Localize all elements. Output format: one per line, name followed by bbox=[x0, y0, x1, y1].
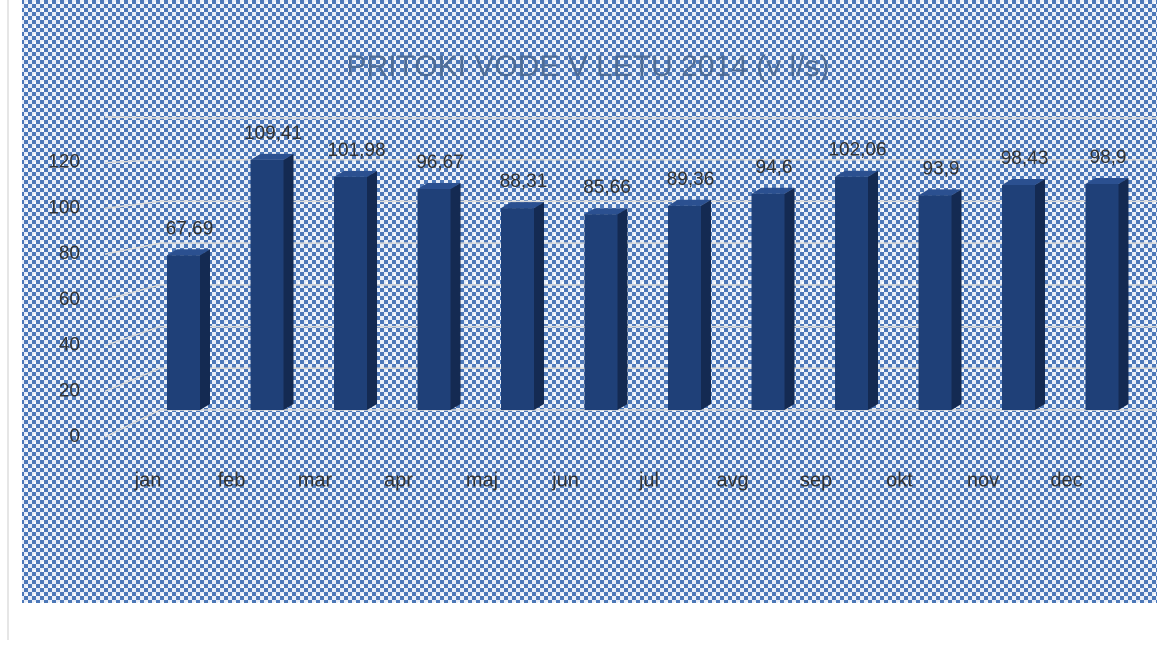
x-tick-label: nov bbox=[967, 469, 999, 491]
value-label: 94,6 bbox=[756, 157, 793, 178]
y-tick-label: 60 bbox=[59, 289, 80, 310]
x-tick-label: jan bbox=[134, 469, 162, 491]
x-tick-label: dec bbox=[1050, 469, 1082, 491]
bar bbox=[334, 170, 377, 410]
bar bbox=[835, 170, 878, 410]
value-label: 98,43 bbox=[1001, 148, 1049, 169]
grid-line bbox=[104, 242, 1157, 255]
grid-line bbox=[104, 325, 1157, 347]
x-tick-label: apr bbox=[384, 469, 413, 491]
x-tick-label: sep bbox=[800, 469, 832, 491]
bar bbox=[417, 183, 461, 410]
value-label: 93,9 bbox=[923, 158, 960, 179]
value-label: 88,31 bbox=[500, 171, 548, 192]
bar bbox=[501, 202, 544, 410]
value-label: 89,36 bbox=[667, 169, 715, 190]
x-tick-label: maj bbox=[466, 469, 498, 491]
value-label: 98,9 bbox=[1090, 147, 1127, 168]
y-tick-label: 80 bbox=[59, 243, 80, 264]
value-label: 67,69 bbox=[166, 218, 214, 239]
bar bbox=[1002, 179, 1045, 410]
grid-line bbox=[104, 284, 1157, 301]
x-tick-label: feb bbox=[218, 469, 246, 491]
bar bbox=[1085, 177, 1129, 410]
value-label: 109,41 bbox=[244, 123, 302, 144]
grid-line bbox=[104, 200, 1157, 210]
bar bbox=[751, 187, 795, 410]
x-tick-label: okt bbox=[886, 469, 913, 491]
value-label: 85,66 bbox=[583, 177, 631, 198]
x-tick-label: mar bbox=[298, 469, 333, 491]
value-label: 101,98 bbox=[327, 140, 385, 161]
value-label: 102,06 bbox=[828, 140, 886, 161]
grid-line bbox=[104, 409, 1157, 438]
y-tick-label: 120 bbox=[48, 152, 80, 173]
grid-line bbox=[104, 367, 1157, 392]
grid-line bbox=[104, 158, 1157, 164]
chart-title: PRITOKI VODE V LETU 2014 (v l/s) bbox=[347, 50, 830, 83]
x-tick-label: avg bbox=[716, 469, 748, 491]
value-label: 96,67 bbox=[416, 152, 464, 173]
bar bbox=[584, 208, 628, 410]
x-tick-label: jul bbox=[638, 469, 659, 491]
bar bbox=[250, 153, 294, 411]
y-tick-label: 40 bbox=[59, 335, 80, 356]
bar bbox=[668, 199, 711, 410]
bar bbox=[167, 249, 210, 410]
y-tick-label: 100 bbox=[48, 197, 80, 218]
bar bbox=[918, 189, 962, 410]
back-wall-edge bbox=[104, 116, 1157, 119]
x-tick-label: jun bbox=[551, 469, 579, 491]
y-tick-label: 0 bbox=[69, 426, 80, 447]
y-tick-label: 20 bbox=[59, 380, 80, 401]
